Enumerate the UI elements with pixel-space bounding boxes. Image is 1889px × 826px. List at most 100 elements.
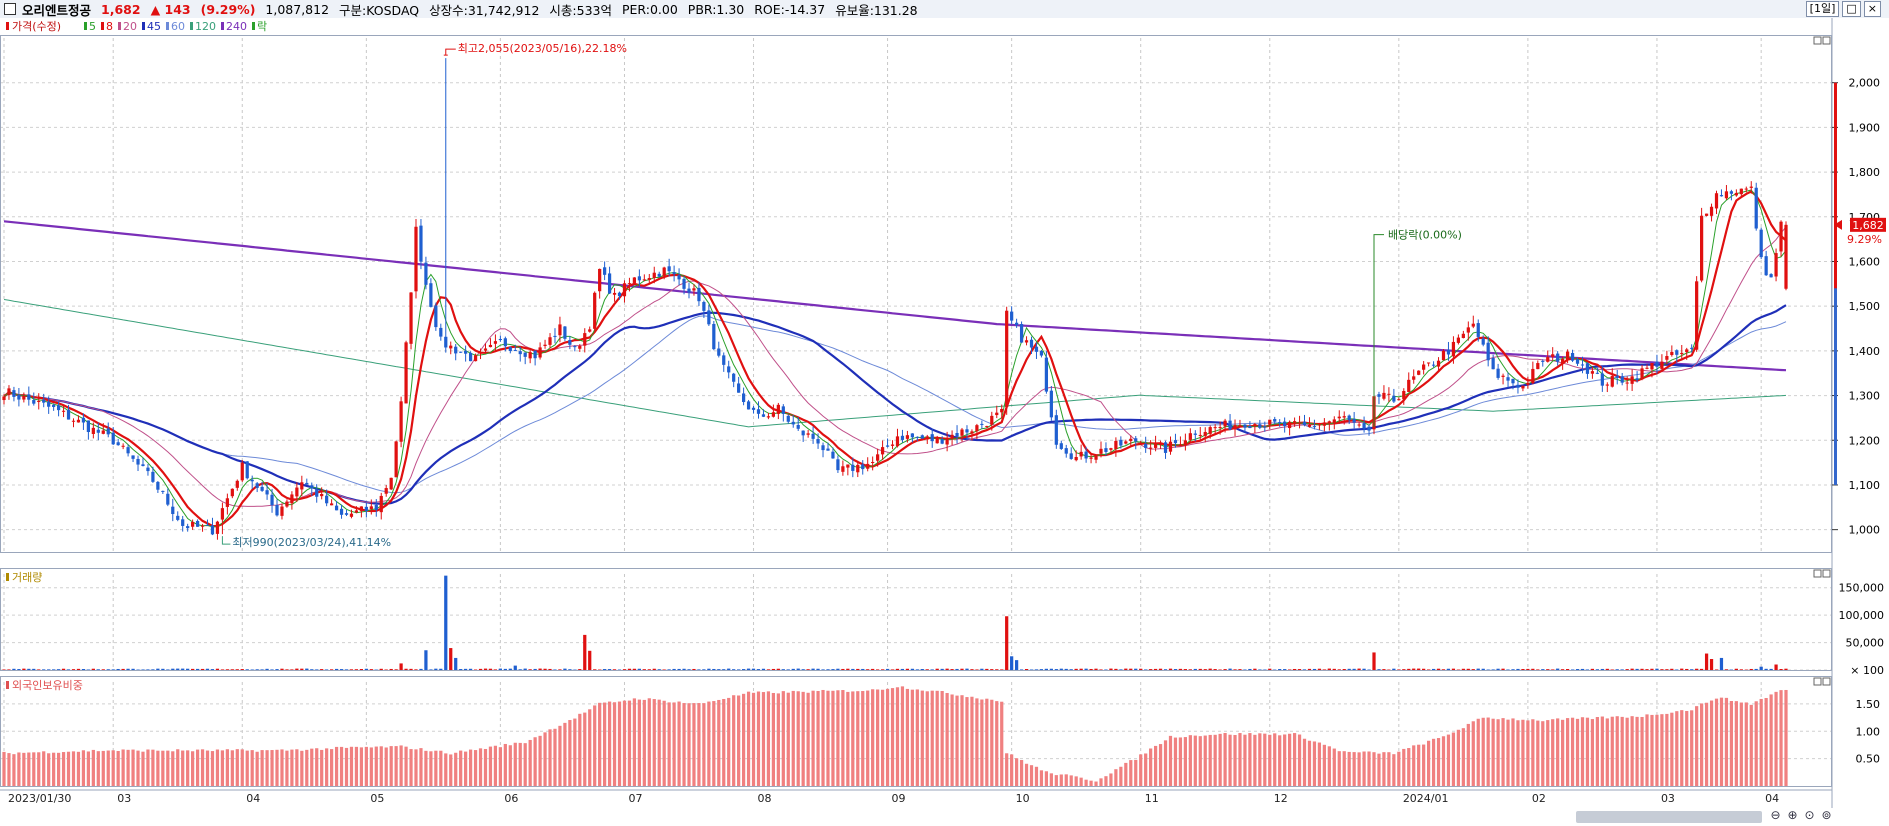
volume-bar [409, 668, 413, 670]
volume-bar [1362, 668, 1366, 670]
candle-body [895, 436, 900, 447]
foreign-bar [1163, 740, 1168, 786]
candle-body [970, 431, 974, 434]
candle-body [617, 292, 622, 297]
candle-body [439, 327, 443, 337]
candle-body [1724, 191, 1729, 199]
candle-body [369, 506, 373, 510]
volume-bar [22, 668, 26, 670]
candle-body [176, 515, 180, 520]
candle-body [339, 508, 344, 515]
foreign-bar [235, 749, 239, 786]
candle-body [1243, 424, 1247, 428]
close-button[interactable]: × [1863, 1, 1881, 17]
foreign-bar [384, 747, 388, 786]
volume-bar [86, 669, 90, 671]
candle-body [1357, 424, 1361, 426]
candle-body [71, 420, 76, 422]
volume-bar [1044, 668, 1049, 670]
maximize-button[interactable]: □ [1842, 1, 1861, 17]
candle-body [737, 383, 741, 393]
zoom-in-icon[interactable]: ⊕ [1787, 808, 1798, 822]
volume-bar [603, 669, 607, 671]
candle-body [632, 277, 637, 283]
volume-bar [806, 669, 810, 671]
foreign-bar [1059, 774, 1063, 786]
candle-body [1595, 372, 1599, 374]
panel-close-icon [1822, 36, 1831, 45]
price-change: ▲ 143 [150, 1, 191, 17]
select-checkbox[interactable] [4, 3, 16, 15]
candle-body [563, 326, 567, 339]
foreign-bar [508, 745, 512, 786]
candle-body [1188, 433, 1192, 440]
candle-body [1476, 323, 1480, 337]
candle-body [384, 488, 388, 494]
foreign-bar [310, 748, 314, 786]
foreign-bar [1491, 718, 1495, 786]
candle-body [146, 467, 150, 472]
low-marker [221, 536, 231, 545]
volume-bar [712, 668, 716, 670]
volume-bar [1193, 668, 1197, 670]
candle-body [841, 466, 845, 472]
foreign-bar [677, 701, 681, 786]
candle-body [588, 329, 592, 332]
foreign-bar [275, 749, 279, 786]
stock-chart[interactable]: 1,0001,1001,2001,3001,4001,5001,6001,700… [0, 18, 1889, 808]
ma-legend-label: 60 [171, 20, 185, 33]
foreign-bar [320, 749, 324, 786]
volume-bar [776, 668, 780, 670]
candle-body [478, 352, 483, 354]
ma-legend-label: 8 [106, 20, 113, 33]
candle-body [1436, 360, 1441, 367]
foreign-bar [1178, 737, 1183, 786]
candle-body [200, 525, 205, 527]
volume-bar [1173, 669, 1178, 671]
zoom-out-icon[interactable]: ⊖ [1770, 808, 1781, 822]
zoom-reset-icon[interactable]: ⊙ [1804, 808, 1815, 822]
volume-bar [186, 668, 190, 670]
volume-bar [1650, 668, 1654, 670]
foreign-bar [876, 689, 880, 786]
candle-body [1000, 408, 1004, 413]
candle-body [1312, 426, 1317, 428]
volume-bar [101, 669, 105, 671]
foreign-bar [245, 750, 249, 786]
candle-body [1570, 352, 1575, 361]
candle-body [310, 485, 314, 489]
zoom-fit-icon[interactable]: ⊚ [1821, 808, 1832, 822]
volume-bar [399, 663, 403, 670]
foreign-bar [1466, 723, 1470, 786]
volume-bar [71, 669, 76, 671]
foreign-bar [1377, 753, 1381, 786]
volume-bar [27, 668, 31, 670]
chart-scrollbar[interactable] [1576, 811, 1762, 823]
candle-body [1670, 351, 1674, 356]
volume-bar [836, 668, 840, 670]
candle-body [667, 266, 671, 272]
foreign-bar [136, 750, 140, 786]
volume-bar [498, 668, 502, 670]
foreign-bar [1486, 717, 1490, 786]
candle-body [419, 225, 423, 262]
foreign-bar [1436, 738, 1441, 786]
candle-body [1759, 229, 1763, 258]
period-button[interactable]: [1일] [1805, 1, 1840, 17]
candle-body [647, 278, 651, 280]
candle-body [429, 283, 433, 307]
foreign-bar [900, 686, 905, 786]
volume-bar [1714, 669, 1719, 671]
volume-bar [310, 669, 314, 671]
candle-body [1029, 339, 1034, 348]
candle-body [1307, 424, 1312, 427]
foreign-bar [1575, 718, 1580, 786]
y-tick-label: 1,400 [1849, 345, 1881, 358]
candle-body [890, 444, 895, 446]
stock-name[interactable]: 오리엔트정공 [22, 2, 92, 18]
candle-body [1397, 399, 1401, 401]
volume-bar [1412, 668, 1416, 670]
volume-bar [339, 669, 344, 671]
volume-bar [771, 668, 776, 670]
foreign-bar [37, 752, 41, 786]
